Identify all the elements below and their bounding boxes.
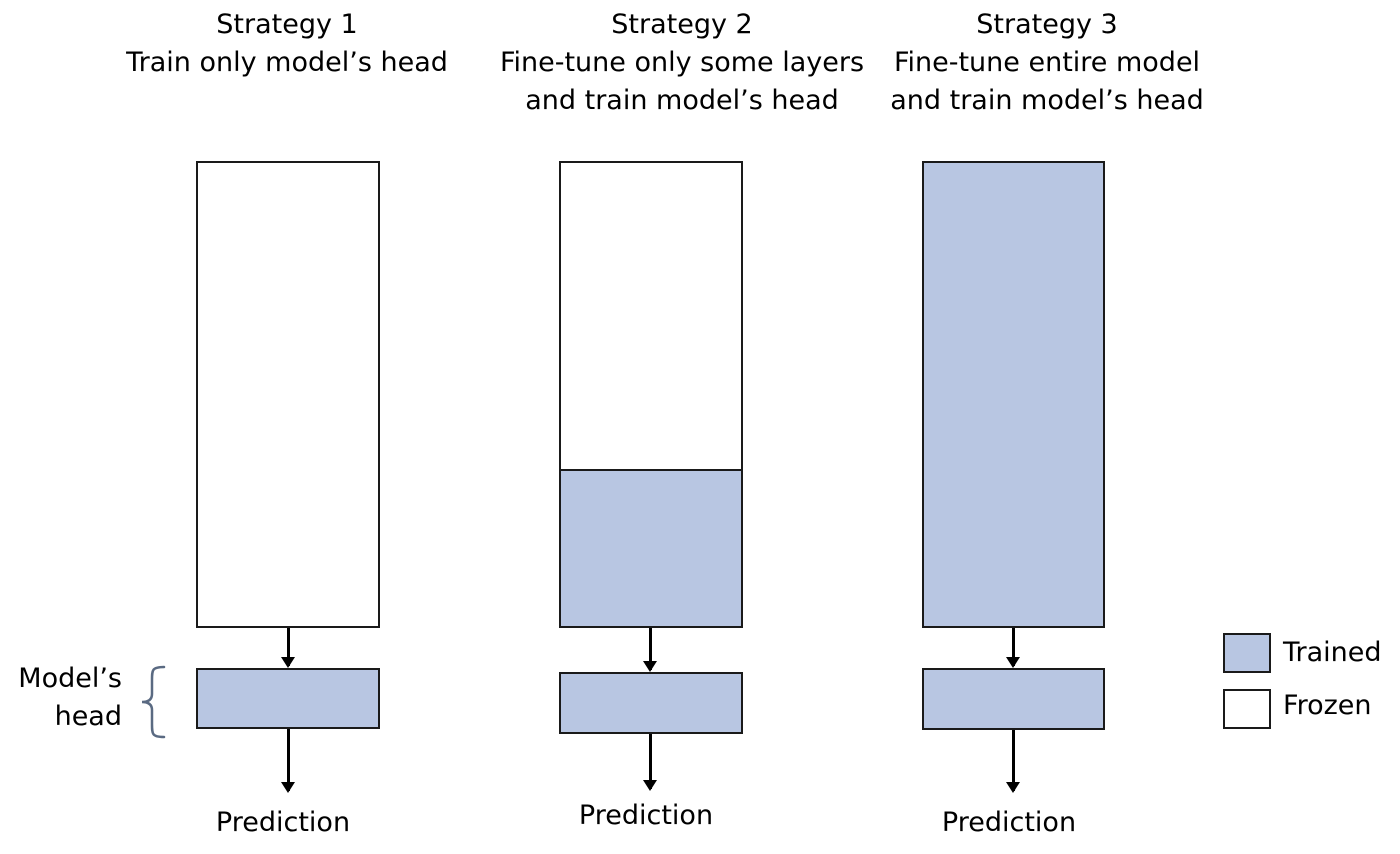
strategy-1-name: Strategy 1 <box>216 9 358 40</box>
strategy-2-description-line-2: and train model’s head <box>525 85 839 116</box>
strategy-1-body-to-head-arrow <box>281 628 295 668</box>
strategy-3-head <box>922 668 1105 730</box>
model-head-label: Model’s head <box>0 660 122 736</box>
strategy-2-prediction: Prediction <box>578 800 714 831</box>
strategy-3-description-line-1: Fine-tune entire model <box>893 47 1201 78</box>
strategy-2-description-line-1: Fine-tune only some layers <box>499 47 865 78</box>
strategy-3-prediction: Prediction <box>941 807 1077 838</box>
legend-trained-swatch <box>1223 633 1271 673</box>
curly-brace-icon <box>141 665 166 739</box>
model-head-label-line-1: Model’s <box>18 663 122 694</box>
strategy-3-description-line-2: and train model’s head <box>890 85 1204 116</box>
strategy-3-body-to-head-arrow <box>1006 628 1020 668</box>
strategy-2-head <box>559 672 743 734</box>
strategy-2-trained-layers <box>561 469 741 626</box>
model-head-label-line-2: head <box>54 701 122 732</box>
strategy-1-title: Strategy 1 Train only model’s head <box>87 6 487 82</box>
strategy-1-head-to-prediction-arrow <box>281 729 295 793</box>
strategy-1-prediction: Prediction <box>215 807 351 838</box>
strategy-3-body <box>922 161 1105 628</box>
strategy-3-name: Strategy 3 <box>976 9 1118 40</box>
strategy-2-body-to-head-arrow <box>643 628 657 672</box>
legend-trained-label: Trained <box>1283 637 1382 668</box>
strategy-1-description: Train only model’s head <box>126 47 448 78</box>
strategy-2-title: Strategy 2 Fine-tune only some layers an… <box>432 6 932 120</box>
strategy-3-title: Strategy 3 Fine-tune entire model and tr… <box>797 6 1297 120</box>
strategy-2-head-to-prediction-arrow <box>643 734 657 791</box>
legend-frozen-swatch <box>1223 689 1271 729</box>
strategy-1-head <box>196 668 380 729</box>
strategy-2-name: Strategy 2 <box>611 9 753 40</box>
strategy-3-head-to-prediction-arrow <box>1006 730 1020 793</box>
strategy-2-body <box>559 161 743 628</box>
legend-frozen-label: Frozen <box>1283 690 1372 721</box>
strategy-1-body <box>196 161 380 628</box>
